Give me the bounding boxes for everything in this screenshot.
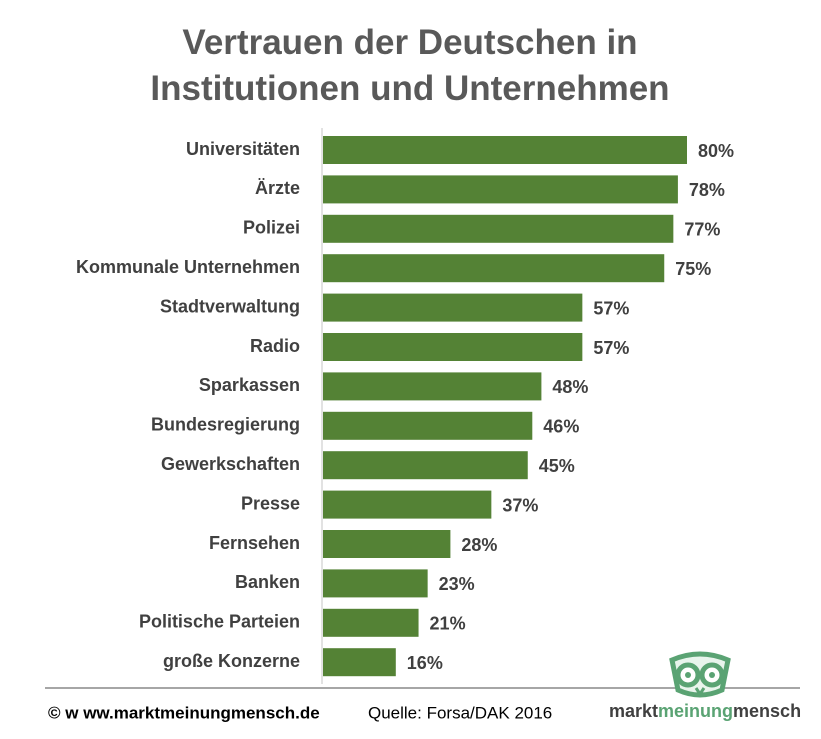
bar	[323, 490, 492, 519]
value-label: 16%	[407, 653, 443, 673]
value-label: 75%	[675, 259, 711, 279]
logo-text: marktmeinungmensch	[609, 701, 801, 721]
bar	[323, 136, 687, 164]
bar	[323, 608, 419, 637]
category-label: Ärzte	[255, 178, 300, 198]
value-label: 80%	[698, 141, 734, 161]
category-label: Kommunale Unternehmen	[76, 257, 300, 277]
category-label: große Konzerne	[163, 651, 300, 671]
category-label: Presse	[241, 493, 300, 513]
bar	[323, 333, 583, 361]
category-label: Gewerkschaften	[161, 454, 300, 474]
value-label: 48%	[552, 377, 588, 397]
bar	[323, 451, 528, 480]
value-label: 46%	[543, 417, 579, 437]
bar	[323, 293, 583, 322]
category-label: Polizei	[243, 218, 300, 238]
value-label: 78%	[689, 180, 725, 200]
copyright: © w ww.marktmeinungmensch.de	[48, 703, 320, 722]
category-label: Bundesregierung	[151, 415, 300, 435]
bar	[323, 372, 542, 401]
bar	[323, 175, 678, 204]
logo-part: meinung	[658, 701, 733, 721]
source: Quelle: Forsa/DAK 2016	[368, 703, 552, 722]
value-label: 28%	[461, 535, 497, 555]
bar	[323, 411, 533, 440]
value-label: 45%	[539, 456, 575, 476]
bar	[323, 569, 428, 598]
value-label: 57%	[593, 298, 629, 318]
value-label: 37%	[502, 495, 538, 515]
chart-title: Vertrauen der Deutschen in Institutionen…	[150, 23, 670, 108]
value-label: 57%	[593, 338, 629, 358]
logo-part: mensch	[733, 701, 801, 721]
bar	[323, 214, 674, 243]
logo-owl	[669, 651, 731, 698]
category-label: Politische Parteien	[139, 612, 300, 632]
logo-part: markt	[609, 701, 658, 721]
bar	[323, 254, 665, 283]
value-label: 77%	[684, 220, 720, 240]
value-label: 23%	[439, 574, 475, 594]
bar	[323, 648, 396, 677]
value-label: 21%	[430, 614, 466, 634]
category-label: Universitäten	[186, 139, 300, 159]
bar	[323, 530, 451, 558]
category-label: Sparkassen	[199, 375, 300, 395]
category-label: Fernsehen	[209, 533, 300, 553]
category-label: Banken	[235, 572, 300, 592]
category-label: Stadtverwaltung	[160, 296, 300, 316]
category-label: Radio	[250, 336, 300, 356]
